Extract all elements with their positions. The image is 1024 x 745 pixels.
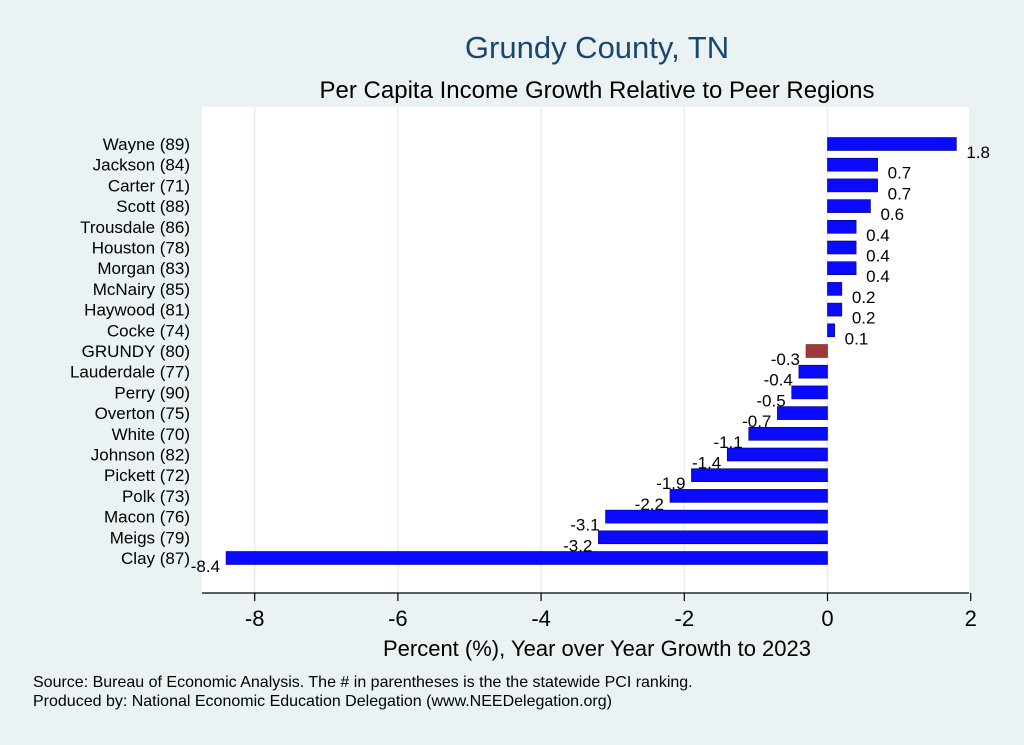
- x-tick-label: -2: [675, 606, 695, 631]
- bar: [827, 261, 857, 276]
- category-label: Wayne (89): [103, 135, 190, 154]
- value-label: -8.4: [191, 557, 220, 576]
- value-label: 0.4: [866, 226, 890, 245]
- category-label: Perry (90): [114, 383, 190, 402]
- bar: [827, 323, 835, 338]
- bar: [805, 344, 828, 358]
- bar: [827, 302, 843, 317]
- bar: [748, 426, 828, 441]
- category-label: Trousdale (86): [80, 218, 190, 237]
- value-label: -0.4: [764, 371, 793, 390]
- bar: [827, 137, 957, 151]
- category-labels: Wayne (89) Jackson (84)Carter (71) Scott (…: [70, 135, 190, 568]
- category-label: Clay (87): [121, 549, 190, 568]
- bar: [798, 364, 828, 379]
- value-label: -0.5: [756, 391, 785, 410]
- category-label: Pickett (72): [104, 466, 190, 485]
- bar: [726, 447, 828, 462]
- x-axis: -8 -6 -4 -2 0 2: [202, 592, 977, 631]
- bar: [691, 468, 828, 483]
- category-label: GRUNDY (80): [82, 342, 190, 361]
- value-label: -0.7: [742, 412, 771, 431]
- bar: [827, 240, 857, 255]
- value-label: 0.4: [866, 247, 890, 266]
- category-label: White (70): [112, 425, 190, 444]
- value-label: -1.9: [656, 474, 685, 493]
- category-label: Haywood (81): [84, 301, 190, 320]
- value-label: 0.7: [888, 184, 912, 203]
- value-label: 0.2: [852, 309, 876, 328]
- bar: [827, 282, 843, 296]
- value-label: 1.8: [966, 143, 990, 162]
- bar: [827, 220, 857, 234]
- value-label: -1.1: [713, 433, 742, 452]
- bars: [225, 137, 957, 565]
- bar: [791, 385, 828, 400]
- category-label: Cocke (74): [107, 321, 190, 340]
- bar: [827, 157, 878, 172]
- category-label: Johnson (82): [91, 446, 190, 465]
- x-tick-label: -4: [531, 606, 551, 631]
- category-label: Overton (75): [95, 404, 190, 423]
- grid-lines: [253, 107, 972, 593]
- category-label: Polk (73): [122, 487, 190, 506]
- value-label: 0.7: [888, 164, 912, 183]
- category-label: Carter (71): [108, 176, 190, 195]
- value-labels: 1.80.70.70.60.40.40.40.20.20.1-0.3-0.4-0…: [191, 143, 990, 576]
- bar: [225, 551, 828, 565]
- source-note: Source: Bureau of Economic Analysis. The…: [33, 674, 693, 691]
- x-tick-label: -6: [388, 606, 408, 631]
- value-label: 0.1: [845, 329, 869, 348]
- category-label: McNairy (85): [93, 280, 190, 299]
- category-label: Jackson (84): [93, 156, 190, 175]
- value-label: -1.4: [692, 454, 721, 473]
- chart-subtitle: Per Capita Income Growth Relative to Pee…: [320, 77, 875, 104]
- x-tick-label: 0: [821, 606, 833, 631]
- value-label: -3.1: [570, 516, 599, 535]
- bar: [598, 530, 828, 545]
- category-label: Meigs (79): [110, 528, 190, 547]
- bar: [605, 509, 828, 524]
- produced-by-note: Produced by: National Economic Education…: [33, 693, 612, 710]
- value-label: -2.2: [635, 495, 664, 514]
- category-label: Morgan (83): [97, 259, 190, 278]
- bar: [827, 178, 878, 193]
- x-tick-label: -8: [245, 606, 265, 631]
- x-axis-label: Percent (%), Year over Year Growth to 20…: [383, 636, 811, 661]
- category-label: Scott (88): [116, 197, 190, 216]
- bar: [669, 489, 828, 503]
- value-label: 0.2: [852, 288, 876, 307]
- value-label: -3.2: [563, 536, 592, 555]
- x-tick-label: 2: [965, 606, 977, 631]
- value-label: 0.6: [880, 205, 904, 224]
- category-label: Houston (78): [92, 239, 190, 258]
- bar: [777, 406, 828, 420]
- category-label: Macon (76): [104, 508, 190, 527]
- value-label: 0.4: [866, 267, 890, 286]
- chart-title: Grundy County, TN: [465, 30, 729, 65]
- category-label: Lauderdale (77): [70, 363, 190, 382]
- bar: [827, 199, 871, 213]
- value-label: -0.3: [771, 350, 800, 369]
